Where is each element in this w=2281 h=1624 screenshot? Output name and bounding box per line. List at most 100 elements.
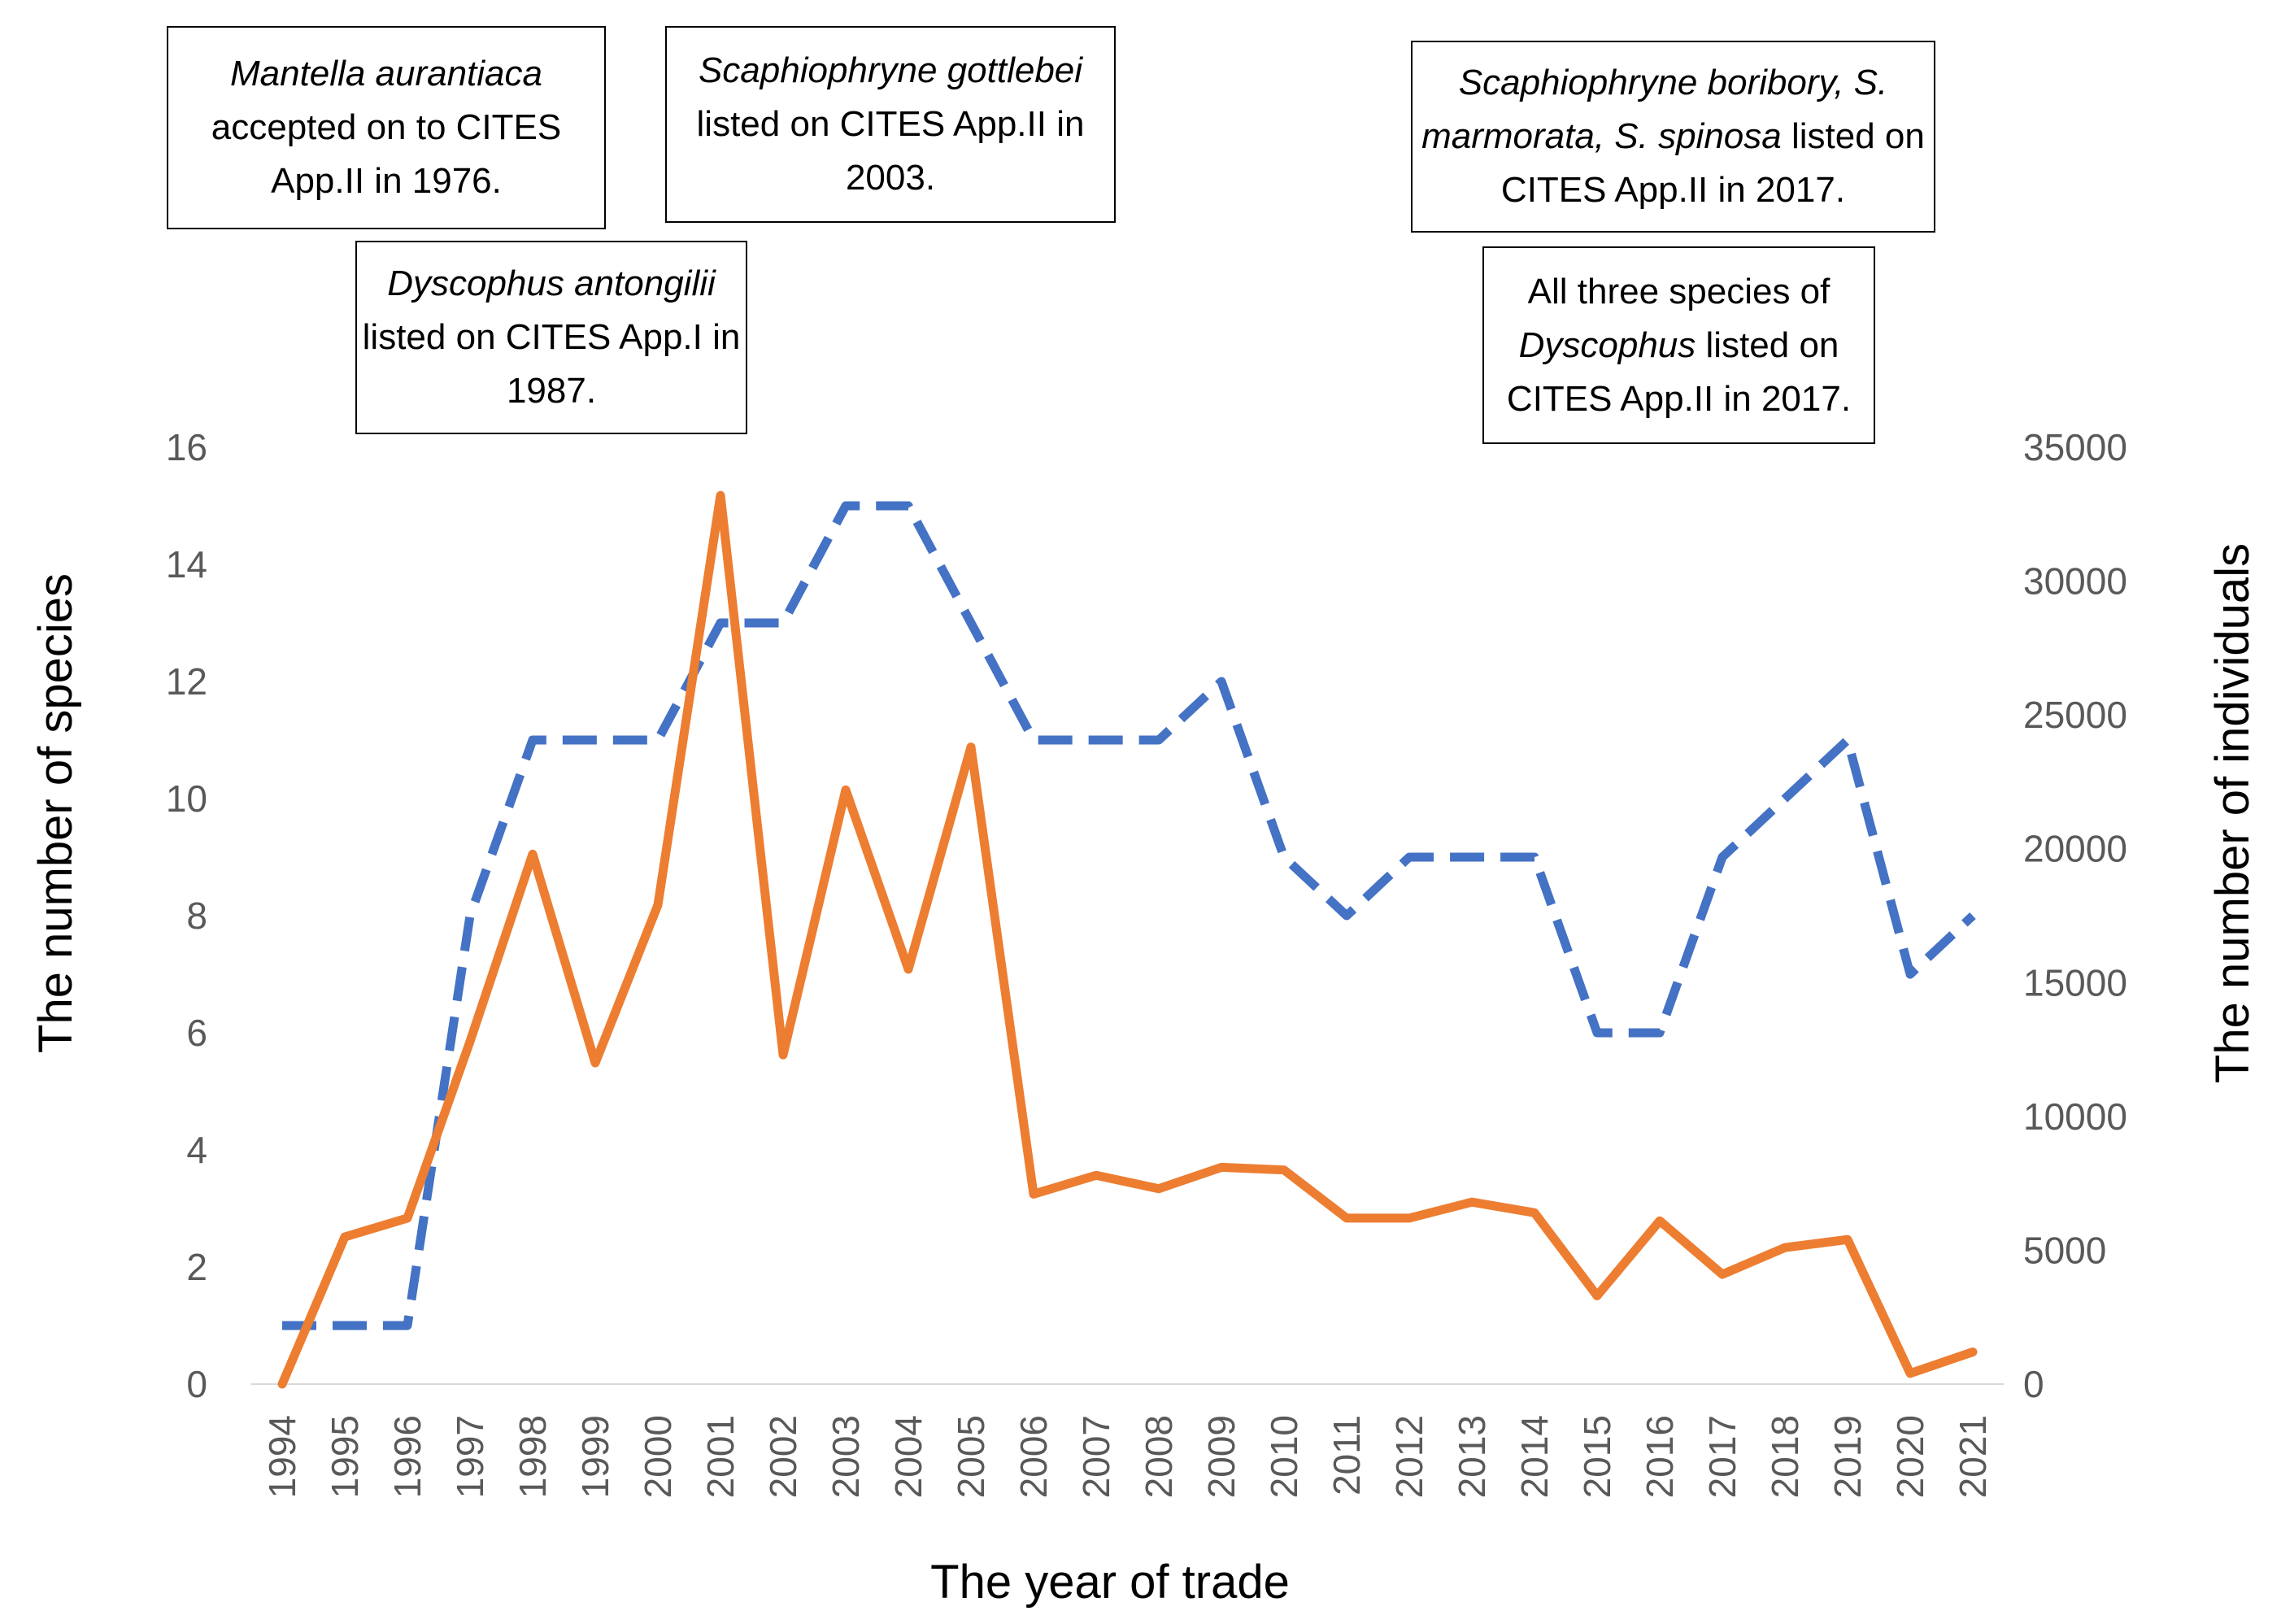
annotation-species: Dyscophus antongilii [387,263,716,303]
series-line-species [282,501,1976,1330]
species-point [532,739,533,741]
x-tick-label: 2015 [1576,1415,1618,1498]
x-tick-label: 2012 [1388,1415,1430,1498]
annotation-species: Mantella aurantiaca [229,54,542,94]
species-point [1158,739,1160,741]
x-tick-label: 2002 [762,1415,804,1498]
species-point [908,505,909,507]
right-axis-title: The number of individuals [2206,543,2259,1083]
species-point [1847,739,1848,741]
species-point [1408,856,1410,858]
species-point [1033,739,1034,741]
annotation-text: listed on CITES App.II in 2017. [1500,116,1925,210]
individuals-point [1909,1373,1911,1374]
species-point [407,1325,408,1326]
x-tick-label: 2017 [1701,1415,1743,1498]
individuals-point [1847,1239,1848,1240]
right-axis-ticks: 0 5000 10000 15000 20000 25000 30000 35000 [2023,426,2127,1405]
individuals-point [1033,1193,1034,1195]
individuals-point [1095,1174,1097,1176]
species-point [469,915,471,916]
right-tick-label: 35000 [2023,426,2127,468]
x-tick-label: 2011 [1326,1415,1368,1496]
annotation-species: Scaphiophryne boribory, S. marmorata, S.… [1421,63,1888,156]
species-point [970,622,972,624]
individuals-point [1471,1201,1473,1203]
right-tick-label: 30000 [2023,560,2127,603]
left-tick-label: 0 [186,1363,207,1405]
annotation-text: listed on CITES App.II in 2017. [1506,324,1852,419]
annotation-species: Scaphiophryne gottlebei [698,50,1083,90]
left-tick-label: 2 [186,1246,207,1288]
right-tick-label: 15000 [2023,961,2127,1004]
individuals-point [908,969,909,970]
right-tick-label: 20000 [2023,828,2127,870]
series-line-individuals [277,490,1978,1389]
x-axis-ticks: 1994 1995 1996 1997 1998 1999 2000 2001 2002 2003… [261,1415,1994,1498]
individuals-point [407,1217,408,1219]
annotation-text: listed on CITES App.II in 2003. [696,104,1085,198]
individuals-point [594,1062,596,1064]
individuals-point [344,1236,346,1238]
individuals-point [1596,1295,1598,1296]
left-tick-label: 6 [186,1012,207,1054]
individuals-point [720,494,721,496]
x-tick-label: 2009 [1200,1415,1243,1498]
individuals-point [532,853,533,855]
individuals-point [1158,1188,1160,1190]
x-tick-label: 2014 [1513,1415,1556,1498]
species-point [1784,798,1786,799]
species-point [1095,739,1097,741]
right-tick-label: 5000 [2023,1229,2106,1271]
individuals-point [469,1041,471,1043]
species-point [1346,915,1347,916]
x-tick-label: 2007 [1075,1415,1117,1498]
species-point [720,622,721,624]
species-point [1909,973,1911,975]
individuals-point [1534,1212,1535,1213]
species-point [1596,1032,1598,1034]
annotation-scaphiophryne-2017: Scaphiophryne boribory, S. marmorata, S.… [1411,41,1935,233]
species-point [1221,681,1222,682]
individuals-point [845,789,847,790]
species-point [594,739,596,741]
x-tick-label: 2008 [1138,1415,1180,1498]
species-point [1283,856,1285,858]
x-tick-label: 2020 [1889,1415,1931,1498]
individuals-point [1346,1217,1347,1219]
individuals-point [1408,1217,1410,1219]
species-point [344,1325,346,1326]
species-point [281,1325,283,1326]
left-tick-label: 12 [166,660,207,703]
annotation-scaphiophryne-2003: Scaphiophryne gottlebei listed on CITES … [665,26,1116,223]
x-tick-label: 1998 [511,1415,554,1498]
x-tick-label: 2004 [887,1415,929,1498]
species-point [1659,1032,1661,1034]
x-tick-label: 2018 [1764,1415,1806,1498]
x-tick-label: 2013 [1451,1415,1493,1498]
x-tick-label: 1994 [261,1415,303,1498]
left-tick-label: 4 [186,1129,207,1171]
individuals-point [1283,1169,1285,1171]
x-tick-label: 2010 [1263,1415,1305,1498]
annotation-mantella-1976: Mantella aurantiaca accepted on to CITES… [167,26,606,229]
right-tick-label: 0 [2023,1363,2044,1405]
x-axis-title: The year of trade [930,1556,1290,1609]
x-tick-label: 1999 [574,1415,616,1498]
annotation-dyscophus-1987: Dyscophus antongilii listed on CITES App… [355,241,747,434]
right-tick-label: 25000 [2023,694,2127,736]
annotation-dyscophus-2017: All three species of Dyscophus listed on… [1482,246,1875,444]
individuals-point [1722,1274,1723,1275]
individuals-point [1972,1352,1974,1353]
x-tick-label: 1997 [449,1415,491,1498]
species-point [1972,915,1974,916]
series-layer [277,490,1978,1389]
species-point [657,739,659,741]
individuals-point [1784,1247,1786,1248]
left-axis-ticks: 0 2 4 6 8 10 12 14 16 [166,426,207,1405]
annotation-text: accepted on to CITES App.II in 1976. [211,107,562,201]
x-tick-label: 2006 [1012,1415,1055,1498]
x-tick-label: 2003 [825,1415,867,1498]
species-point [1471,856,1473,858]
right-tick-label: 10000 [2023,1095,2127,1138]
